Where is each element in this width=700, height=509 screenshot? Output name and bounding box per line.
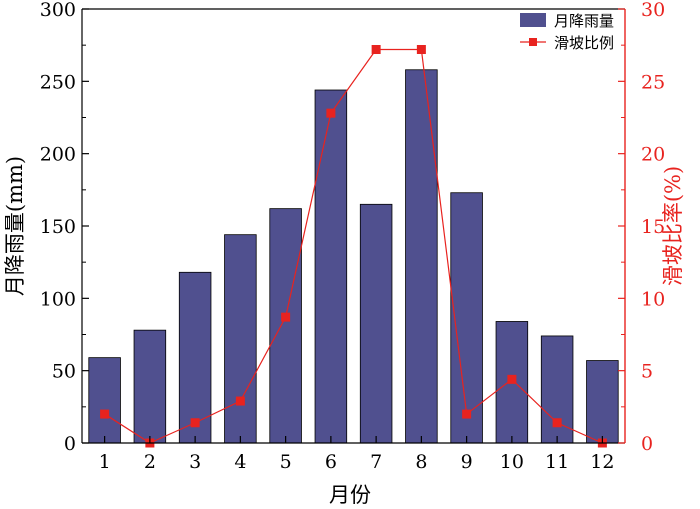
right-tick-label: 30 xyxy=(641,0,665,21)
bottom-axis: 1 2 3 4 5 6 7 8 9 10 11 12 xyxy=(99,436,614,473)
bar-month-5 xyxy=(269,208,302,444)
point-month-3 xyxy=(190,418,200,428)
left-tick-label: 200 xyxy=(40,144,76,166)
left-tick-label: 50 xyxy=(52,361,76,383)
line-series-group xyxy=(100,45,607,448)
right-tick-label: 5 xyxy=(641,361,653,383)
legend-marker-landslide xyxy=(529,38,537,46)
left-tick-label: 250 xyxy=(40,71,76,93)
bottom-tick-label: 3 xyxy=(189,451,201,473)
y-axis-title-left: 月降雨量(mm) xyxy=(3,156,27,296)
bottom-tick-label: 6 xyxy=(325,451,337,473)
point-month-11 xyxy=(552,418,562,428)
legend-swatch-rainfall xyxy=(520,13,546,27)
right-tick-label: 0 xyxy=(641,433,653,455)
bottom-tick-label: 9 xyxy=(461,451,473,473)
bottom-tick-label: 1 xyxy=(99,451,111,473)
bottom-tick-label: 10 xyxy=(500,451,524,473)
right-tick-label: 10 xyxy=(641,288,665,310)
bottom-tick-label: 8 xyxy=(415,451,427,473)
right-axis: 0 5 10 15 20 25 30 xyxy=(618,0,665,455)
left-axis: 0 50 100 150 200 250 300 xyxy=(40,0,89,455)
point-month-10 xyxy=(507,374,517,384)
bar-month-4 xyxy=(224,234,257,444)
bar-month-1 xyxy=(88,357,121,444)
point-month-5 xyxy=(281,312,291,322)
left-tick-label: 300 xyxy=(40,0,76,21)
point-month-4 xyxy=(235,396,245,406)
left-tick-label: 0 xyxy=(64,433,76,455)
bar-month-7 xyxy=(359,203,393,444)
bottom-tick-label: 12 xyxy=(590,451,614,473)
bar-month-9 xyxy=(450,192,483,444)
y-axis-title-right: 滑坡比率(%) xyxy=(661,166,685,286)
x-axis-title: 月份 xyxy=(329,483,371,507)
bar-month-12 xyxy=(586,360,619,444)
point-month-7 xyxy=(371,45,381,55)
right-tick-label: 20 xyxy=(641,144,665,166)
bottom-tick-label: 4 xyxy=(234,451,246,473)
bottom-tick-label: 11 xyxy=(545,451,569,473)
bottom-tick-label: 5 xyxy=(280,451,292,473)
right-tick-label: 15 xyxy=(641,216,665,238)
bottom-tick-label: 7 xyxy=(370,451,382,473)
legend-label-rainfall: 月降雨量 xyxy=(554,12,614,30)
point-month-8 xyxy=(416,45,426,55)
landslide-ratio-line xyxy=(104,48,603,444)
point-month-9 xyxy=(462,409,472,419)
bars-group xyxy=(88,69,619,444)
bar-month-8 xyxy=(405,69,438,444)
bar-month-2 xyxy=(133,329,167,444)
bottom-tick-label: 2 xyxy=(144,451,156,473)
right-tick-label: 25 xyxy=(641,71,665,93)
bar-month-3 xyxy=(178,271,212,444)
point-month-1 xyxy=(100,409,110,419)
left-tick-label: 150 xyxy=(40,216,76,238)
left-tick-label: 100 xyxy=(40,288,76,310)
point-month-6 xyxy=(326,108,336,118)
legend: 月降雨量 滑坡比例 xyxy=(520,12,614,52)
legend-label-landslide: 滑坡比例 xyxy=(554,34,614,52)
bar-month-6 xyxy=(314,89,348,444)
